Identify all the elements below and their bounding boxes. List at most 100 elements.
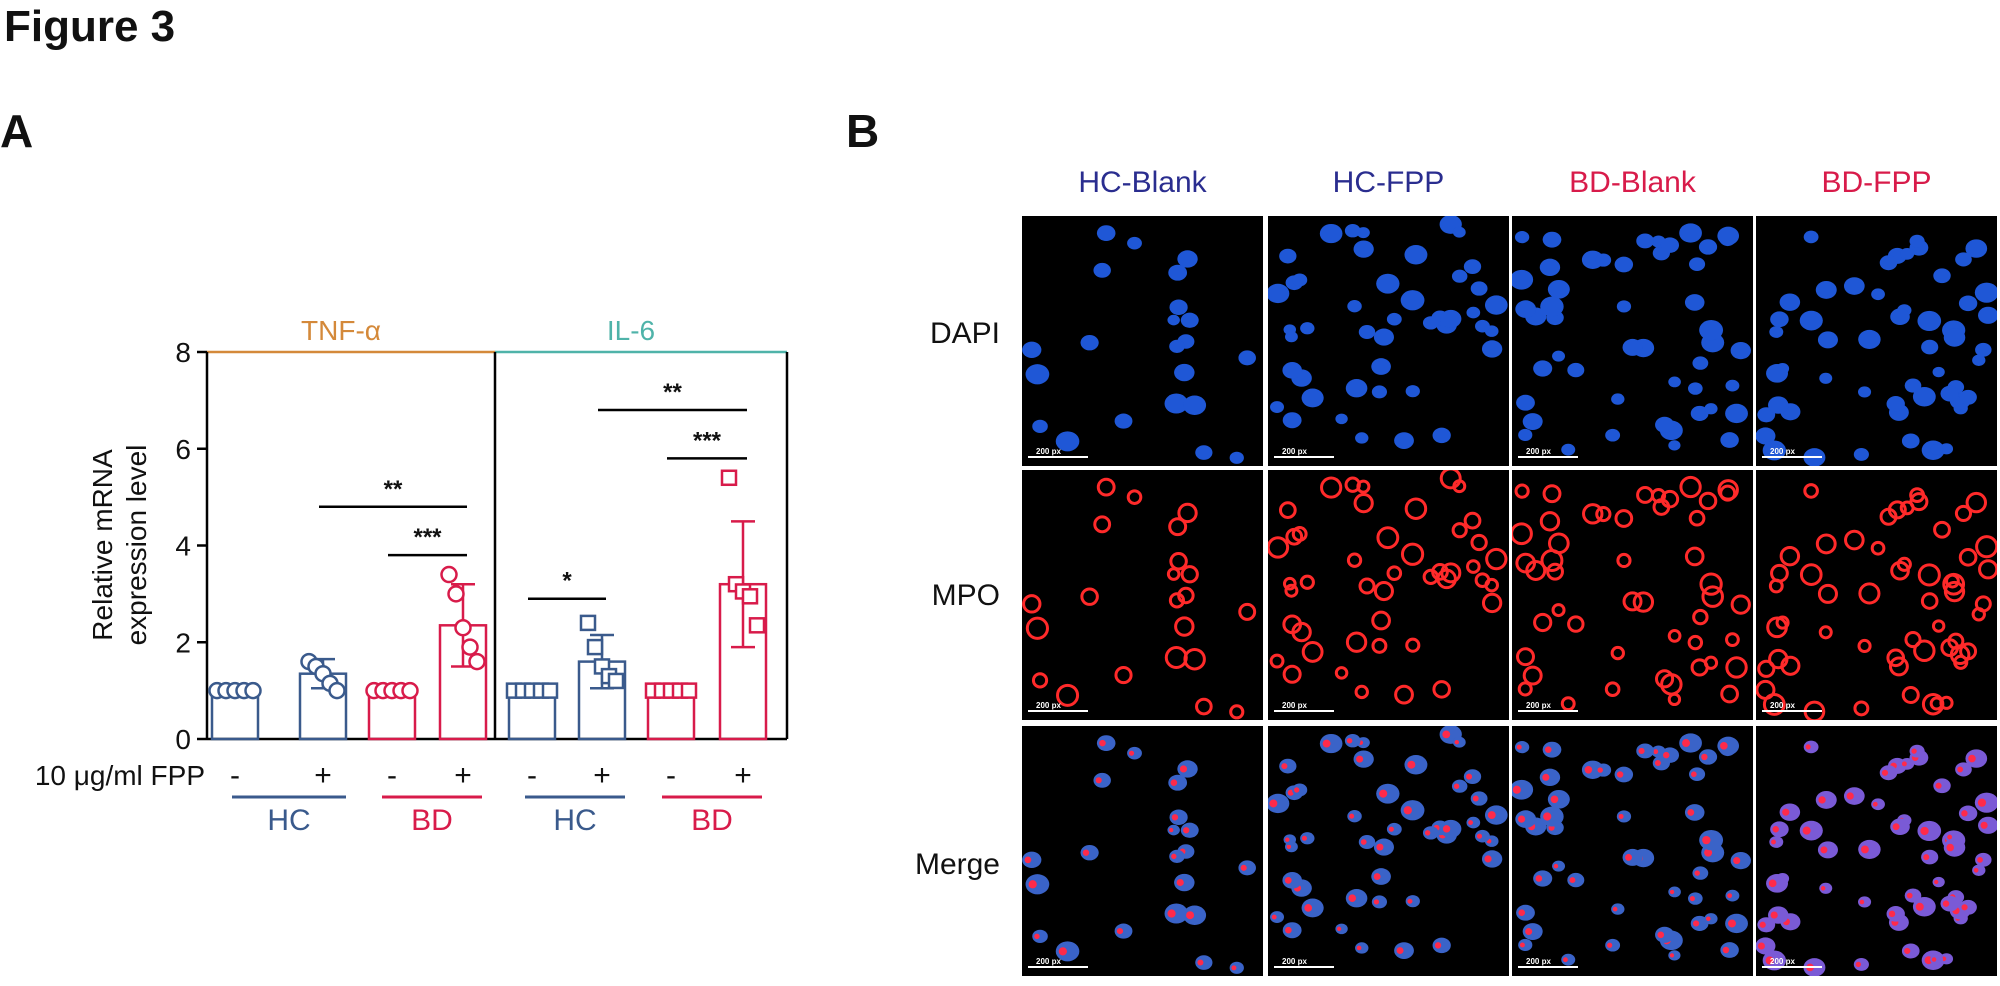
mpo-signal — [1268, 536, 1290, 559]
mpo-overlay — [1240, 864, 1247, 871]
nucleus — [1400, 290, 1425, 311]
mpo-signal — [1284, 583, 1299, 598]
nucleus — [1770, 311, 1789, 328]
mpo-overlay — [1757, 942, 1765, 950]
mpo-signal — [1958, 548, 1978, 567]
mpo-overlay — [1519, 942, 1525, 948]
mpo-signal — [1636, 485, 1655, 504]
merged-cell — [1168, 774, 1188, 791]
merged-cell — [1292, 783, 1308, 797]
micrograph-image — [1512, 223, 1751, 456]
mpo-overlay — [1487, 811, 1496, 820]
mpo-overlay — [1689, 895, 1695, 902]
nucleus — [1386, 312, 1402, 326]
scale-bar-label: 200 px — [1770, 701, 1795, 710]
nucleus — [1167, 314, 1180, 326]
data-point — [579, 614, 597, 632]
group-label: HC — [267, 804, 310, 837]
merged-cell — [1174, 873, 1195, 892]
micrograph-dapi-bd-blank: 200 px — [1512, 216, 1753, 466]
nucleus — [1540, 296, 1564, 317]
mpo-signal — [1654, 669, 1675, 689]
merged-cell — [1335, 923, 1348, 935]
nucleus — [1533, 360, 1553, 377]
merged-cell — [1965, 749, 1988, 768]
merged-cell — [1371, 895, 1388, 909]
merged-cell — [1279, 758, 1297, 774]
merged-cell — [1516, 904, 1535, 921]
mpo-signal — [1353, 493, 1374, 514]
mpo-overlay — [1322, 739, 1331, 748]
significance-label: * — [562, 568, 572, 595]
nucleus — [1373, 328, 1394, 346]
mpo-signal — [1622, 591, 1643, 612]
scale-bar — [1762, 710, 1822, 712]
scale-bar — [1518, 456, 1578, 458]
nucleus — [1484, 295, 1508, 315]
mpo-signal — [1126, 489, 1143, 505]
mpo-overlay — [1770, 911, 1778, 919]
mpo-overlay — [1759, 921, 1766, 928]
mpo-overlay — [1860, 845, 1869, 854]
mpo-signal — [1692, 608, 1709, 626]
mpo-overlay — [1183, 827, 1190, 834]
merged-cell — [1096, 735, 1116, 752]
mpo-overlay — [1476, 833, 1483, 839]
mpo-overlay — [1379, 789, 1388, 798]
merged-cell — [1567, 872, 1585, 888]
nucleus — [1932, 366, 1945, 378]
mpo-signal — [1667, 692, 1682, 707]
merged-cell — [1660, 747, 1680, 763]
mpo-signal — [1616, 552, 1632, 569]
nucleus — [1692, 356, 1709, 370]
merged-cell — [1484, 805, 1508, 825]
mpo-signal — [1567, 615, 1585, 633]
micrograph-dapi-bd-fpp: 200 px — [1756, 216, 1997, 466]
data-point — [541, 682, 559, 699]
mpo-overlay — [1961, 904, 1968, 911]
figure-title: Figure 3 — [4, 2, 176, 51]
mpo-signal — [1904, 631, 1922, 649]
nucleus — [1660, 237, 1680, 253]
merged-cell — [1055, 941, 1080, 962]
mpo-overlay — [1304, 904, 1313, 912]
mpo-overlay — [1442, 730, 1451, 739]
merged-cell — [1766, 873, 1789, 893]
nucleus — [1279, 248, 1297, 264]
facet-label: IL-6 — [607, 315, 655, 346]
mpo-signal — [1422, 568, 1439, 586]
nucleus — [1542, 231, 1562, 248]
mpo-overlay — [1701, 753, 1708, 761]
nucleus — [1900, 247, 1915, 260]
mpo-signal — [1371, 637, 1388, 654]
merged-cell — [1522, 923, 1543, 941]
merged-cell — [1195, 955, 1213, 970]
mpo-overlay — [1597, 767, 1603, 773]
mpo-overlay — [1116, 927, 1124, 935]
mpo-overlay — [1169, 827, 1174, 833]
nucleus — [1301, 388, 1324, 408]
mpo-overlay — [1407, 898, 1413, 904]
mpo-overlay — [1453, 783, 1460, 789]
merged-cell — [1180, 822, 1199, 838]
merged-cell — [1539, 768, 1561, 787]
significance-label: ** — [663, 379, 682, 406]
mpo-overlay — [1669, 953, 1675, 958]
mpo-signal — [1687, 634, 1704, 651]
merged-cell — [1803, 740, 1819, 754]
mpo-signal — [1775, 615, 1790, 630]
mpo-signal — [1931, 619, 1946, 633]
merged-cell — [1690, 915, 1709, 931]
merged-cell — [1373, 838, 1394, 856]
nucleus — [1768, 396, 1789, 414]
merged-cell — [1300, 832, 1315, 845]
mpo-overlay — [1768, 879, 1777, 888]
mpo-overlay — [1920, 826, 1929, 836]
scale-bar — [1028, 710, 1088, 712]
mpo-signal — [1164, 646, 1188, 670]
nucleus — [1817, 331, 1838, 349]
panel-a-letter: A — [0, 105, 34, 157]
row-label: DAPI — [929, 317, 1000, 350]
treatment-sign: - — [387, 759, 397, 792]
mpo-overlay — [1231, 965, 1237, 971]
